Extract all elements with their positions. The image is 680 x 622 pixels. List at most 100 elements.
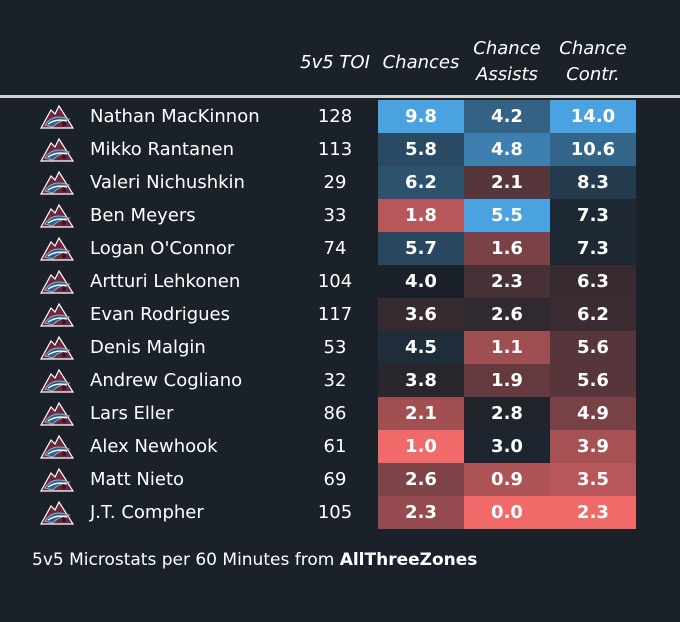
team-logo-icon: [39, 500, 75, 526]
chances-cell: 2.3: [378, 496, 464, 529]
toi-value: 74: [323, 238, 347, 259]
table-row: Mikko Rantanen 113 5.8 4.8 10.6: [0, 133, 680, 166]
chances-cell: 5.7: [378, 232, 464, 265]
header-chance-contr-line2: Contr.: [566, 64, 620, 85]
chances-cell: 6.2: [378, 166, 464, 199]
team-logo-icon: [39, 269, 75, 295]
player-name: Valeri Nichushkin: [90, 172, 245, 193]
chance-assists-cell: 2.6: [464, 298, 550, 331]
table-row: Ben Meyers 33 1.8 5.5 7.3: [0, 199, 680, 232]
chance-contr-cell: 5.6: [550, 364, 636, 397]
chance-assists-cell: 1.6: [464, 232, 550, 265]
header-chance-assists-line1: Chance: [473, 38, 541, 59]
player-name: Mikko Rantanen: [90, 139, 234, 160]
chance-contr-cell: 7.3: [550, 232, 636, 265]
toi-value: 29: [323, 172, 347, 193]
player-name: Ben Meyers: [90, 205, 196, 226]
team-logo-icon: [39, 467, 75, 493]
chance-assists-cell: 2.3: [464, 265, 550, 298]
toi-value: 128: [317, 106, 353, 127]
chance-assists-cell: 2.8: [464, 397, 550, 430]
toi-value: 117: [317, 304, 353, 325]
player-name: Nathan MacKinnon: [90, 106, 260, 127]
chances-cell: 9.8: [378, 100, 464, 133]
team-logo-icon: [39, 104, 75, 130]
header-chance-contributions: Chance Contr.: [550, 36, 636, 88]
chances-cell: 3.6: [378, 298, 464, 331]
chance-assists-cell: 5.5: [464, 199, 550, 232]
chance-contr-cell: 8.3: [550, 166, 636, 199]
team-logo-icon: [39, 302, 75, 328]
toi-value: 53: [323, 337, 347, 358]
chance-contr-cell: 4.9: [550, 397, 636, 430]
player-name: Logan O'Connor: [90, 238, 235, 259]
player-name: Matt Nieto: [90, 469, 185, 490]
table-row: Matt Nieto 69 2.6 0.9 3.5: [0, 463, 680, 496]
chance-assists-cell: 0.0: [464, 496, 550, 529]
chances-cell: 2.1: [378, 397, 464, 430]
chance-assists-cell: 3.0: [464, 430, 550, 463]
player-name: Andrew Cogliano: [90, 370, 243, 391]
player-name: Denis Malgin: [90, 337, 206, 358]
player-name: J.T. Compher: [90, 502, 204, 523]
team-logo-icon: [39, 335, 75, 361]
player-name: Lars Eller: [90, 403, 174, 424]
chance-assists-cell: 1.1: [464, 331, 550, 364]
chances-cell: 4.5: [378, 331, 464, 364]
chance-contr-cell: 6.2: [550, 298, 636, 331]
chances-cell: 3.8: [378, 364, 464, 397]
chances-cell: 2.6: [378, 463, 464, 496]
toi-value: 69: [323, 469, 347, 490]
chances-cell: 1.0: [378, 430, 464, 463]
chance-assists-cell: 1.9: [464, 364, 550, 397]
table-row: Artturi Lehkonen 104 4.0 2.3 6.3: [0, 265, 680, 298]
team-logo-icon: [39, 401, 75, 427]
header-chance-assists-line2: Assists: [476, 64, 538, 85]
chance-contr-cell: 2.3: [550, 496, 636, 529]
table-row: Alex Newhook 61 1.0 3.0 3.9: [0, 430, 680, 463]
team-logo-icon: [39, 203, 75, 229]
toi-value: 86: [323, 403, 347, 424]
chance-contr-cell: 5.6: [550, 331, 636, 364]
table-row: Valeri Nichushkin 29 6.2 2.1 8.3: [0, 166, 680, 199]
table-row: Evan Rodrigues 117 3.6 2.6 6.2: [0, 298, 680, 331]
player-name: Evan Rodrigues: [90, 304, 231, 325]
team-logo-icon: [39, 236, 75, 262]
player-name: Artturi Lehkonen: [90, 271, 241, 292]
table-row: Andrew Cogliano 32 3.8 1.9 5.6: [0, 364, 680, 397]
chance-assists-cell: 2.1: [464, 166, 550, 199]
team-logo-icon: [39, 368, 75, 394]
table-row: J.T. Compher 105 2.3 0.0 2.3: [0, 496, 680, 529]
footer-source: AllThreeZones: [339, 550, 478, 570]
table-row: Nathan MacKinnon 128 9.8 4.2 14.0: [0, 100, 680, 133]
table-row: Logan O'Connor 74 5.7 1.6 7.3: [0, 232, 680, 265]
toi-value: 33: [323, 205, 347, 226]
chance-contr-cell: 10.6: [550, 133, 636, 166]
chance-assists-cell: 4.8: [464, 133, 550, 166]
header-divider: [0, 95, 680, 98]
toi-value: 104: [317, 271, 353, 292]
toi-value: 32: [323, 370, 347, 391]
footer-caption: 5v5 Microstats per 60 Minutes from AllTh…: [32, 550, 477, 570]
header-chance-contr-line1: Chance: [559, 38, 627, 59]
header-chance-assists: Chance Assists: [464, 36, 550, 88]
chance-contr-cell: 3.9: [550, 430, 636, 463]
footer-prefix: 5v5 Microstats per 60 Minutes from: [32, 550, 340, 570]
team-logo-icon: [39, 434, 75, 460]
chance-contr-cell: 6.3: [550, 265, 636, 298]
chance-contr-cell: 14.0: [550, 100, 636, 133]
chance-assists-cell: 4.2: [464, 100, 550, 133]
table-row: Denis Malgin 53 4.5 1.1 5.6: [0, 331, 680, 364]
chances-cell: 5.8: [378, 133, 464, 166]
chance-contr-cell: 7.3: [550, 199, 636, 232]
chance-contr-cell: 3.5: [550, 463, 636, 496]
chances-cell: 4.0: [378, 265, 464, 298]
toi-value: 105: [317, 502, 353, 523]
toi-value: 61: [323, 436, 347, 457]
table-row: Lars Eller 86 2.1 2.8 4.9: [0, 397, 680, 430]
header-toi: 5v5 TOI: [300, 52, 370, 73]
team-logo-icon: [39, 170, 75, 196]
chance-assists-cell: 0.9: [464, 463, 550, 496]
team-logo-icon: [39, 137, 75, 163]
toi-value: 113: [317, 139, 353, 160]
